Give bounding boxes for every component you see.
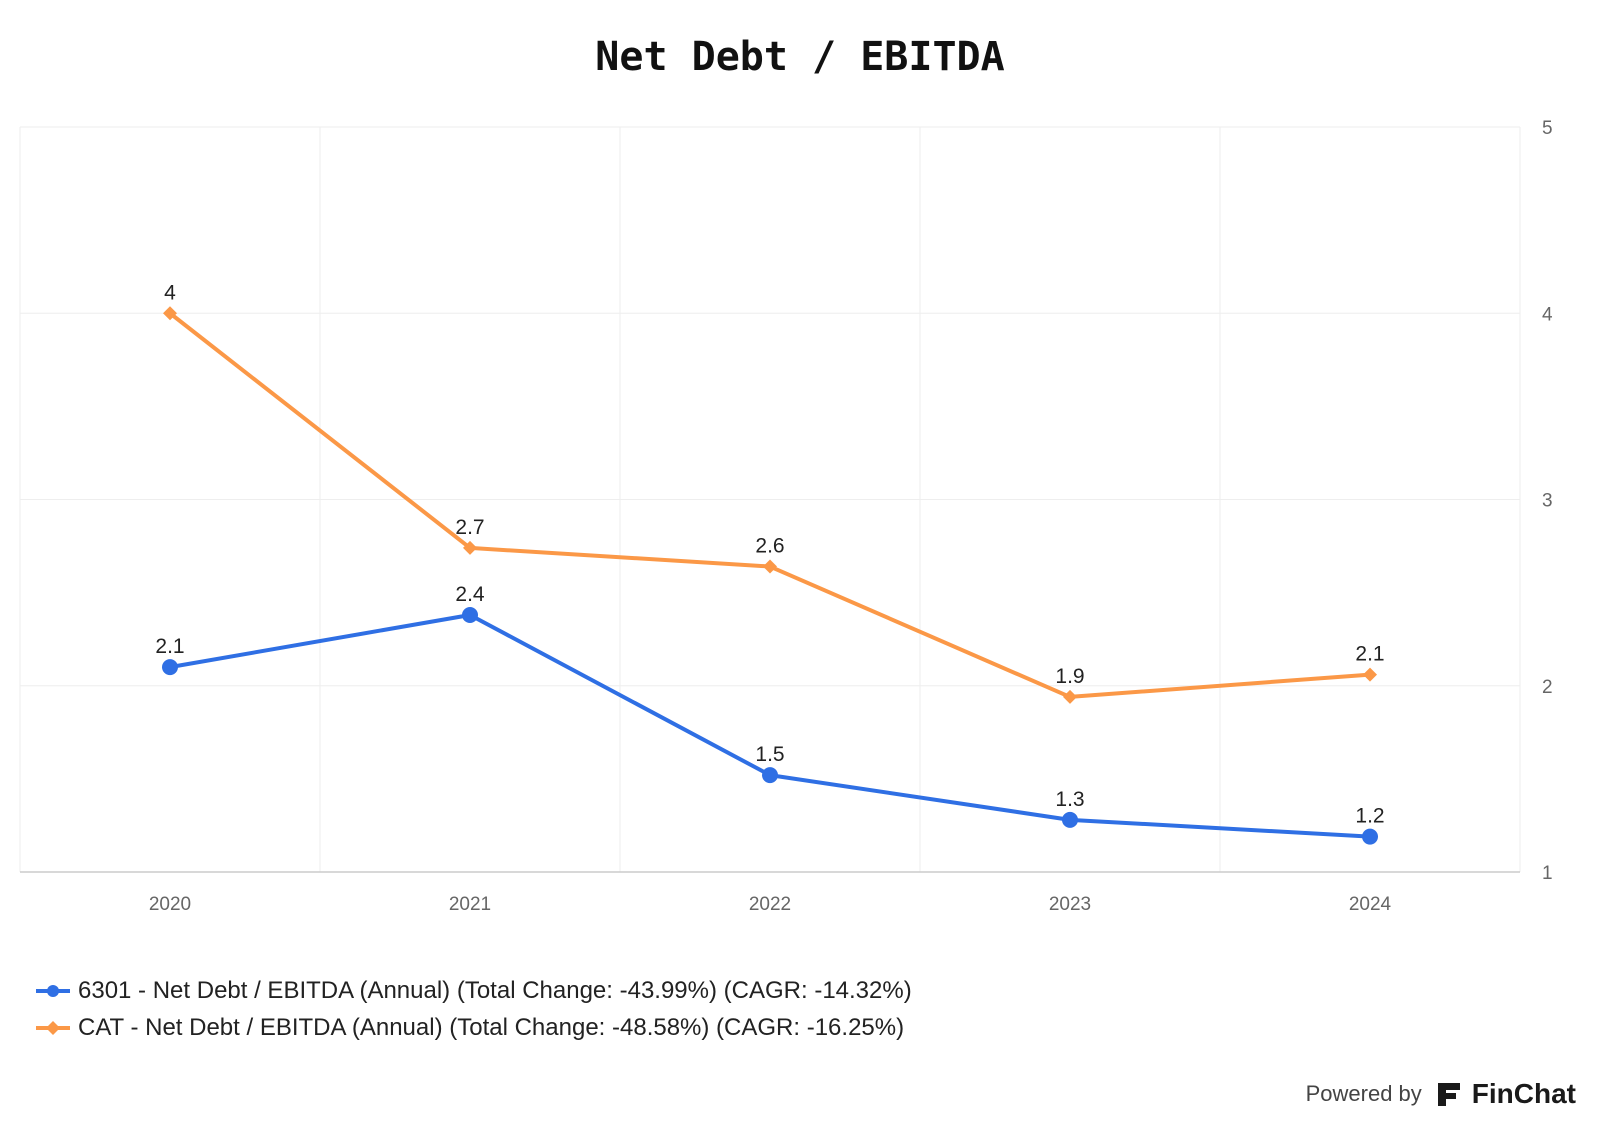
- line-chart: 1 2 3 4 5 2020 2021 2022 2023 2024 2.1 2.4 1.5 1.3 1.…: [19, 118, 1553, 915]
- legend-item-series-2[interactable]: CAT - Net Debt / EBITDA (Annual) (Total …: [36, 1009, 912, 1046]
- data-label: 1.9: [1055, 665, 1084, 688]
- data-point: [1063, 689, 1077, 704]
- legend-item-series-1[interactable]: 6301 - Net Debt / EBITDA (Annual) (Total…: [36, 972, 912, 1009]
- circle-marker-icon: [36, 984, 70, 997]
- data-label: 4: [164, 281, 176, 304]
- chart-title: Net Debt / EBITDA: [595, 34, 1005, 80]
- legend-marker: [47, 984, 59, 997]
- data-point: [463, 540, 477, 555]
- data-point: [1062, 811, 1078, 828]
- data-point: [763, 559, 777, 574]
- y-tick-label: 2: [1542, 677, 1553, 698]
- grid: [19, 126, 1521, 873]
- data-point: [1362, 828, 1378, 845]
- data-label: 1.2: [1355, 805, 1384, 828]
- y-tick-label: 3: [1542, 491, 1553, 512]
- x-tick-label: 2022: [749, 894, 791, 915]
- data-point: [462, 606, 478, 623]
- powered-by-text: Powered by: [1305, 1081, 1422, 1106]
- finchat-logo-icon: [1437, 1083, 1460, 1106]
- legend-label: 6301 - Net Debt / EBITDA (Annual) (Total…: [78, 976, 912, 1004]
- axes: 1 2 3 4 5 2020 2021 2022 2023 2024: [20, 118, 1553, 915]
- x-tick-label: 2024: [1349, 894, 1392, 915]
- series-line-1: [169, 612, 1371, 839]
- legend-marker: [46, 1020, 60, 1035]
- series: [162, 306, 1378, 845]
- data-label: 2.1: [155, 635, 184, 658]
- data-label: 1.5: [755, 743, 784, 766]
- data-label: 2.6: [755, 535, 784, 558]
- brand-name: FinChat: [1471, 1078, 1576, 1109]
- y-tick-label: 1: [1542, 863, 1553, 884]
- y-tick-label: 4: [1542, 304, 1553, 325]
- data-labels: 2.1 2.4 1.5 1.3 1.2 4 2.7 2.6 1.9 2.1: [155, 281, 1384, 827]
- data-point: [1363, 667, 1377, 682]
- diamond-marker-icon: [36, 1020, 70, 1035]
- y-tick-label: 5: [1542, 118, 1553, 139]
- branding[interactable]: Powered by FinChat: [1306, 1078, 1576, 1110]
- data-point: [762, 767, 778, 784]
- data-point: [162, 659, 178, 676]
- x-tick-label: 2023: [1049, 894, 1091, 915]
- series-line-2: [168, 311, 1371, 699]
- legend-label: CAT - Net Debt / EBITDA (Annual) (Total …: [78, 1013, 905, 1041]
- data-label: 1.3: [1055, 788, 1084, 811]
- data-label: 2.7: [455, 516, 484, 539]
- x-tick-label: 2021: [449, 894, 491, 915]
- data-label: 2.1: [1355, 643, 1384, 666]
- x-tick-label: 2020: [149, 894, 191, 915]
- legend: 6301 - Net Debt / EBITDA (Annual) (Total…: [36, 972, 912, 1046]
- data-point: [163, 306, 177, 321]
- data-label: 2.4: [455, 583, 485, 606]
